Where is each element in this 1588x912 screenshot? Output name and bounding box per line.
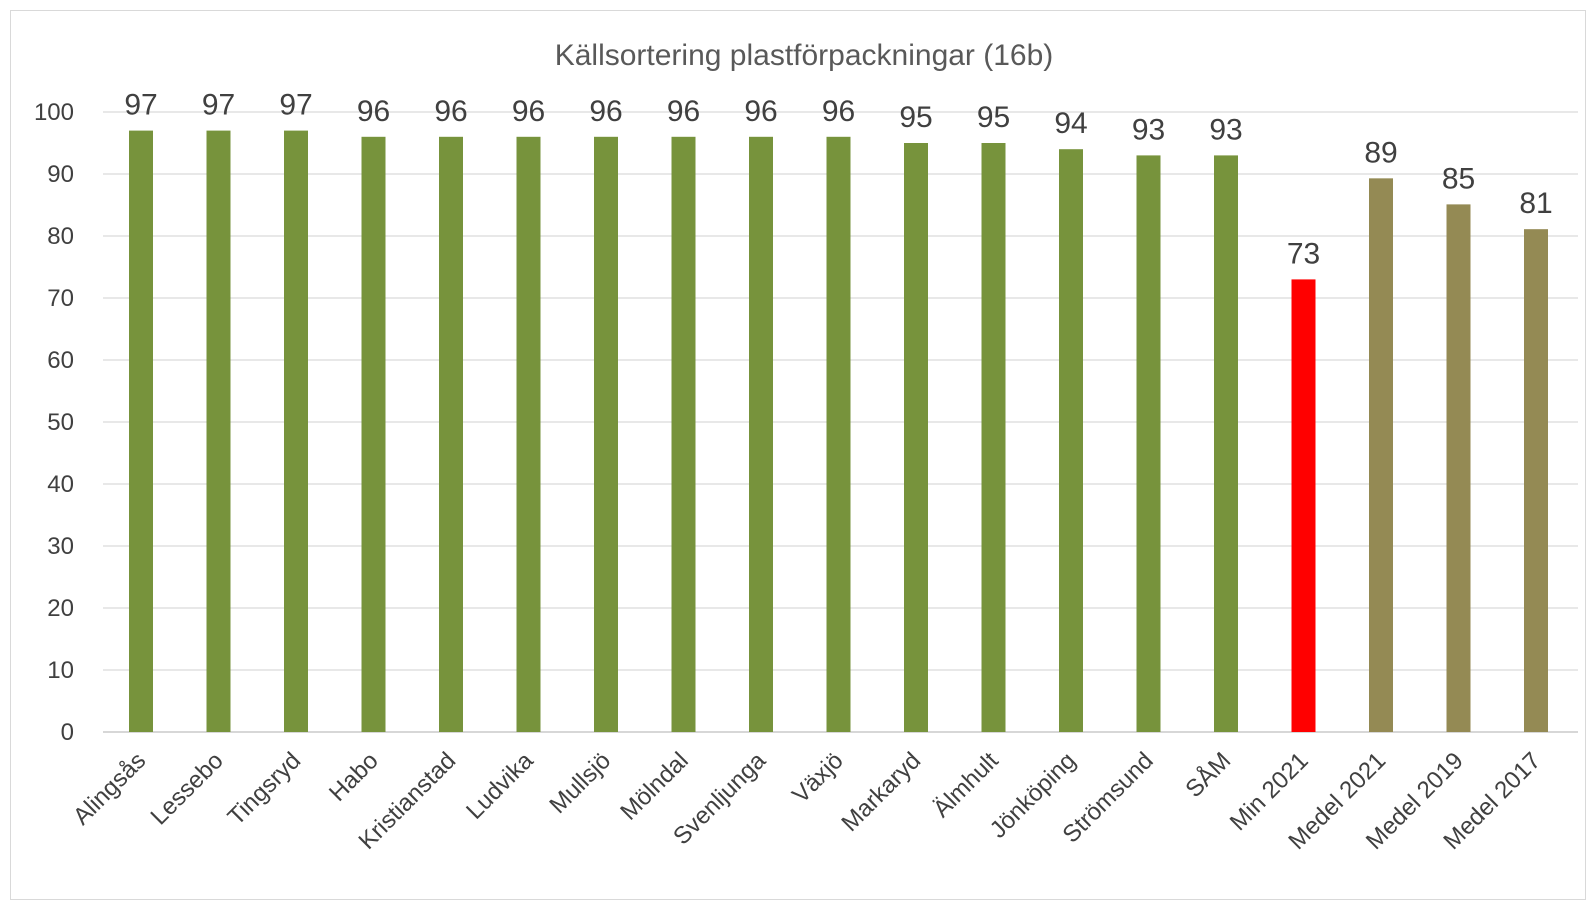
bar: [1291, 279, 1316, 732]
x-tick-label: Älmhult: [928, 747, 1004, 823]
bar: [1524, 229, 1548, 732]
x-tick-label: Lessebo: [145, 747, 228, 830]
y-tick-label: 10: [47, 657, 74, 684]
x-tick-label: Alingsås: [68, 747, 151, 830]
bar: [594, 136, 618, 733]
data-label: 85: [1442, 162, 1475, 195]
x-tick-label: Habo: [324, 747, 384, 807]
data-labels: 97 97 97 96 96 96 96 96 96 96 95 95 94 93 93 73 89 85 81: [124, 89, 1552, 271]
bar: [206, 130, 231, 733]
x-tick-label: SÅM: [1180, 746, 1237, 803]
x-tick-label: Markaryd: [836, 747, 926, 837]
y-axis: 0 10 20 30 40 50 60 70 80 90 100: [34, 99, 74, 746]
y-tick-label: 70: [47, 285, 74, 312]
data-label: 94: [1054, 107, 1087, 140]
x-tick-label: Ludvika: [461, 747, 539, 825]
data-label: 95: [977, 101, 1010, 134]
bar: [516, 136, 541, 733]
x-tick-label: Växjö: [787, 747, 849, 809]
bar: [1446, 204, 1471, 732]
x-tick-label: Mölndal: [615, 747, 694, 826]
data-label: 97: [124, 89, 157, 122]
data-label: 97: [279, 89, 312, 122]
bar: [671, 136, 696, 733]
y-tick-label: 100: [34, 99, 74, 126]
bar: [1059, 149, 1083, 732]
bar: [826, 136, 851, 733]
y-tick-label: 40: [47, 471, 74, 498]
bar: [1369, 178, 1393, 733]
data-label: 73: [1287, 237, 1320, 270]
y-tick-label: 0: [61, 719, 74, 746]
bar: [361, 136, 386, 733]
y-tick-label: 20: [47, 595, 74, 622]
bar: [439, 136, 463, 733]
bars: [129, 130, 1548, 733]
data-label: 81: [1519, 187, 1552, 220]
y-tick-label: 50: [47, 409, 74, 436]
chart-title: Källsortering plastförpackningar (16b): [555, 39, 1054, 72]
y-tick-label: 90: [47, 161, 74, 188]
bar: [904, 143, 928, 732]
data-label: 96: [744, 95, 777, 128]
data-label: 96: [434, 95, 467, 128]
data-label: 96: [667, 95, 700, 128]
data-label: 93: [1209, 113, 1242, 146]
y-tick-label: 80: [47, 223, 74, 250]
y-tick-label: 30: [47, 533, 74, 560]
bar: [981, 143, 1006, 732]
data-label: 96: [589, 95, 622, 128]
bar: [749, 136, 773, 733]
chart-frame: [10, 10, 1586, 900]
data-label: 89: [1364, 136, 1397, 169]
bar: [1214, 155, 1238, 732]
bar: [129, 130, 153, 733]
data-label: 95: [899, 101, 932, 134]
data-label: 96: [822, 95, 855, 128]
data-label: 93: [1132, 113, 1165, 146]
data-label: 96: [357, 95, 390, 128]
data-label: 97: [202, 89, 235, 122]
bar: [284, 130, 308, 733]
x-tick-label: Tingsryd: [223, 747, 307, 831]
bar: [1136, 155, 1161, 732]
data-label: 96: [512, 95, 545, 128]
x-tick-label: Mullsjö: [544, 747, 616, 819]
y-tick-label: 60: [47, 347, 74, 374]
